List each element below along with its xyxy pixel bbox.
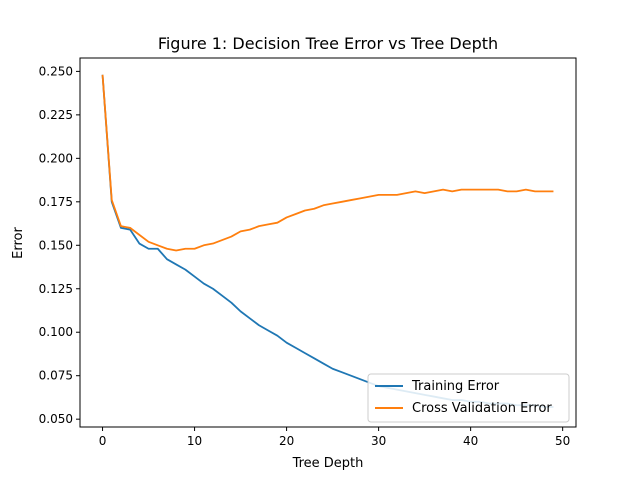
x-tick-label: 40 — [463, 434, 478, 448]
chart-title: Figure 1: Decision Tree Error vs Tree De… — [158, 34, 498, 53]
legend-label-training-error: Training Error — [411, 379, 500, 394]
legend-label-cross-validation-error: Cross Validation Error — [412, 401, 552, 416]
y-tick-label: 0.200 — [39, 151, 73, 165]
y-tick-label: 0.250 — [39, 64, 73, 78]
axes-frame — [79, 57, 577, 428]
x-tick-label: 20 — [279, 434, 294, 448]
y-axis-label: Error — [11, 227, 26, 259]
x-tick-label: 50 — [555, 434, 570, 448]
y-tick-label: 0.225 — [39, 108, 73, 122]
y-tick-label: 0.050 — [39, 412, 73, 426]
x-axis-label: Tree Depth — [292, 456, 364, 471]
x-tick-label: 30 — [371, 434, 386, 448]
legend: Training Error Cross Validation Error — [367, 373, 570, 423]
legend-box — [367, 373, 570, 423]
ticks-layer: 0 10 20 30 40 50 0.050 0.075 0.100 0.125 0.150 0.17… — [39, 64, 571, 448]
y-tick-label: 0.100 — [39, 325, 73, 339]
y-tick-label: 0.075 — [39, 369, 73, 383]
x-tick-label: 0 — [99, 434, 107, 448]
y-tick-label: 0.150 — [39, 238, 73, 252]
x-tick-label: 10 — [187, 434, 202, 448]
y-tick-label: 0.125 — [39, 282, 73, 296]
series-line-cross-validation-error — [101, 74, 554, 252]
y-tick-label: 0.175 — [39, 195, 73, 209]
